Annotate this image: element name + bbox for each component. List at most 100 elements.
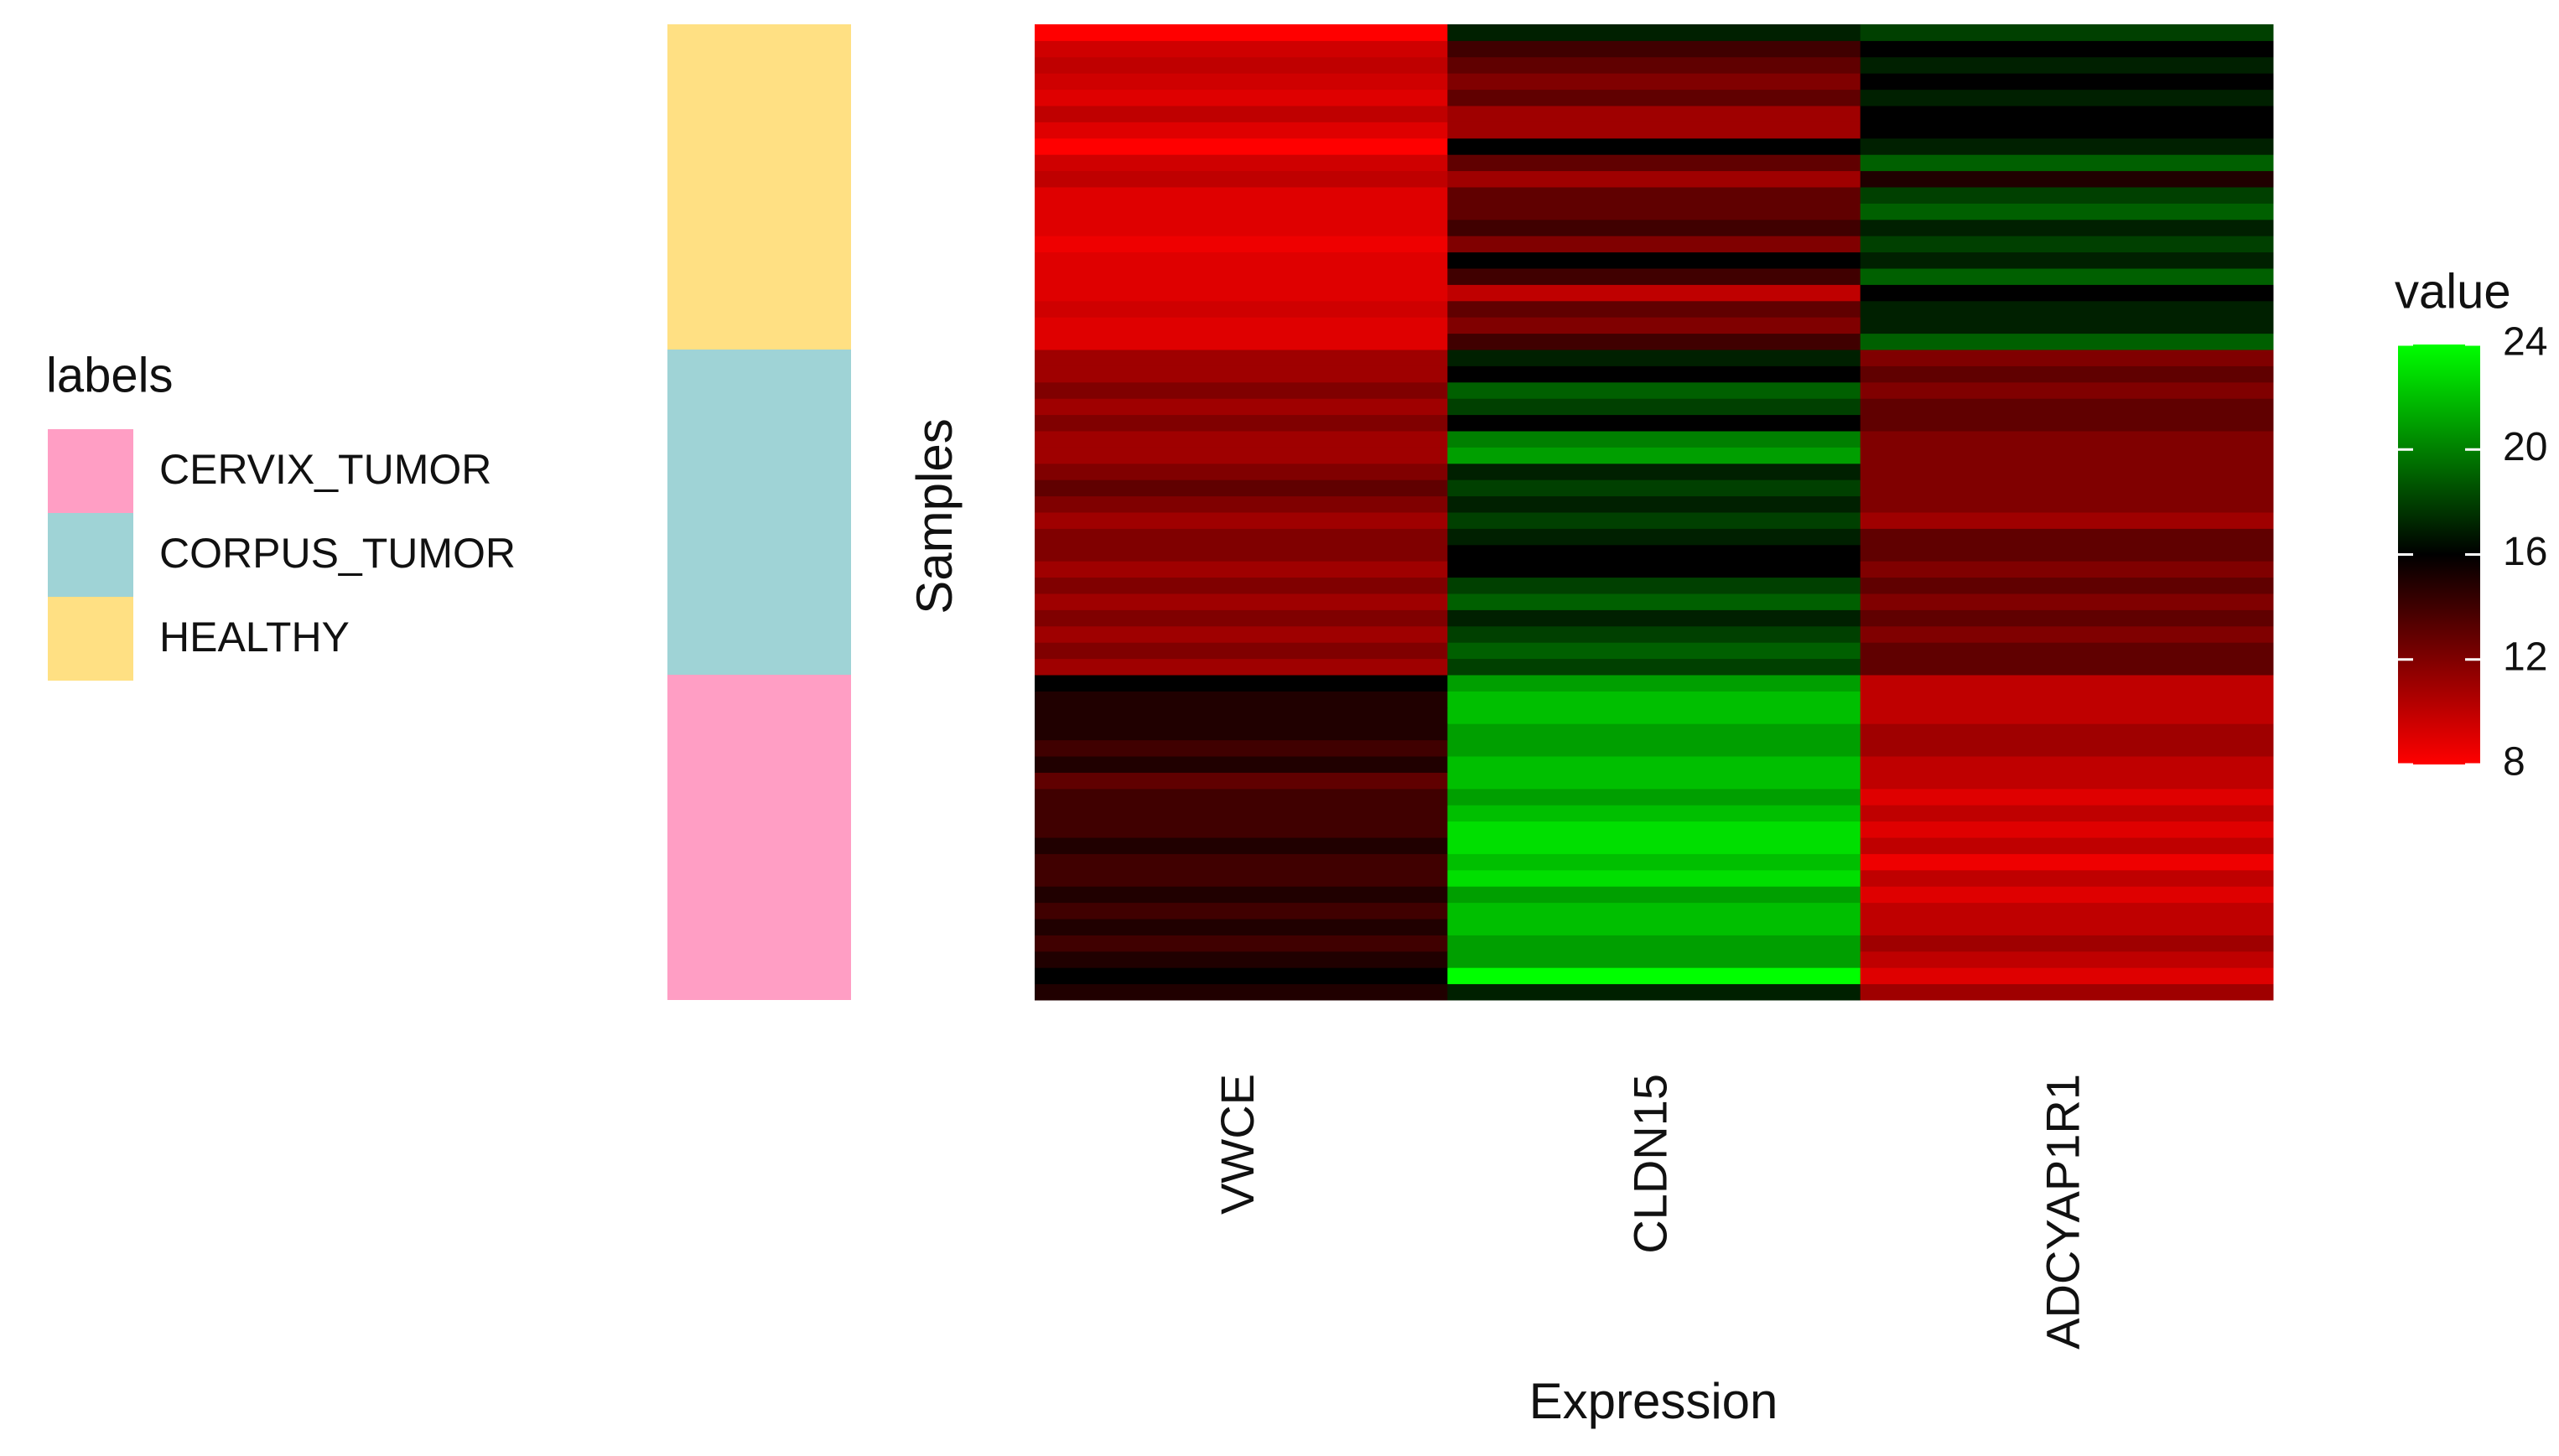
heatmap-cell: [1447, 106, 1861, 122]
colorbar-tick-label: 20: [2503, 425, 2547, 469]
heatmap-cell: [1860, 756, 2274, 773]
legend-label: CORPUS_TUMOR: [159, 530, 516, 577]
heatmap-cell: [1860, 805, 2274, 822]
heatmap-cell: [1860, 236, 2274, 253]
heatmap-cell: [1035, 122, 1448, 139]
heatmap-cell: [1035, 593, 1448, 610]
x-tick-label: VWCE: [1211, 1074, 1264, 1215]
heatmap-cell: [1447, 544, 1861, 562]
heatmap-cell: [1860, 853, 2274, 871]
heatmap-cell: [1035, 24, 1448, 41]
heatmap-cell: [1447, 739, 1861, 757]
heatmap-cell: [1035, 106, 1448, 122]
legend-title: labels: [46, 348, 174, 402]
heatmap-cell: [1447, 350, 1861, 366]
colorbar-tick-label: 24: [2503, 320, 2547, 365]
heatmap-cell: [1447, 821, 1861, 838]
x-axis-label: Expression: [1529, 1373, 1778, 1429]
heatmap-cell: [1860, 528, 2274, 546]
heatmap-cell: [1035, 707, 1448, 724]
colorbar-tick-label: 8: [2503, 740, 2525, 785]
heatmap-cell: [1447, 707, 1861, 724]
heatmap-cell: [1860, 56, 2274, 74]
heatmap-cell: [1447, 983, 1861, 1001]
heatmap-cell: [1035, 691, 1448, 708]
heatmap-cell: [1035, 300, 1448, 318]
heatmap-cell: [1860, 317, 2274, 334]
heatmap-cell: [1447, 381, 1861, 399]
heatmap-cell: [1447, 625, 1861, 643]
heatmap-cell: [1035, 203, 1448, 220]
legend-key: [48, 597, 133, 681]
heatmap-cell: [1035, 40, 1448, 58]
heatmap-cell: [1035, 675, 1448, 692]
heatmap-cell: [1447, 593, 1861, 610]
heatmap-cell: [1447, 463, 1861, 480]
heatmap-cell: [1035, 350, 1448, 366]
heatmap-cell: [1035, 642, 1448, 660]
heatmap-cell: [1035, 495, 1448, 513]
heatmap-cell: [1447, 479, 1861, 497]
heatmap-cell: [1035, 577, 1448, 594]
x-tick-label: ADCYAP1R1: [2037, 1074, 2089, 1350]
heatmap-cell: [1447, 284, 1861, 302]
heatmap-cell: [1035, 431, 1448, 448]
heatmap-cell: [1035, 739, 1448, 757]
heatmap-cell: [1860, 577, 2274, 594]
heatmap-cell: [1447, 154, 1861, 172]
heatmap-cell: [1035, 73, 1448, 91]
heatmap-cell: [1035, 821, 1448, 838]
heatmap-cell: [1035, 365, 1448, 383]
heatmap-cell: [1447, 268, 1861, 285]
heatmap-cell: [1860, 691, 2274, 708]
heatmap-cell: [1447, 528, 1861, 546]
heatmap-cell: [1860, 251, 2274, 269]
x-tick-label: CLDN15: [1623, 1074, 1676, 1254]
annotation-segment: [667, 675, 851, 1000]
heatmap-cell: [1860, 73, 2274, 91]
heatmap-cell: [1860, 398, 2274, 416]
heatmap-cell: [1447, 788, 1861, 806]
heatmap-cell: [1447, 756, 1861, 773]
heatmap-cell: [1035, 853, 1448, 871]
heatmap-cell: [1035, 788, 1448, 806]
heatmap-cell: [1035, 967, 1448, 985]
heatmap-cell: [1035, 398, 1448, 416]
heatmap-cell: [1447, 300, 1861, 318]
heatmap-cell: [1860, 479, 2274, 497]
heatmap-cell: [1447, 723, 1861, 741]
heatmap-cell: [1447, 56, 1861, 74]
heatmap-cell: [1035, 284, 1448, 302]
heatmap-cell: [1860, 122, 2274, 139]
heatmap-cell: [1035, 723, 1448, 741]
heatmap-cell: [1035, 658, 1448, 676]
heatmap-cell: [1860, 821, 2274, 838]
heatmap-cell: [1860, 495, 2274, 513]
heatmap-cell: [1447, 642, 1861, 660]
heatmap-cell: [1860, 333, 2274, 350]
heatmap-cell: [1035, 251, 1448, 269]
heatmap-cell: [1860, 544, 2274, 562]
heatmap-cell: [1447, 675, 1861, 692]
heatmap-cell: [1447, 398, 1861, 416]
heatmap-cell: [1447, 219, 1861, 236]
heatmap-cell: [1035, 463, 1448, 480]
heatmap-cell: [1447, 512, 1861, 529]
colorbar-tick-label: 16: [2503, 530, 2547, 574]
heatmap-cell: [1447, 495, 1861, 513]
heatmap-cell: [1035, 154, 1448, 172]
heatmap-cell: [1035, 236, 1448, 253]
colorbar-tick-label: 12: [2503, 635, 2547, 679]
heatmap-cell: [1035, 837, 1448, 854]
heatmap-cell: [1035, 983, 1448, 1001]
heatmap-cell: [1447, 609, 1861, 627]
heatmap-cell: [1860, 723, 2274, 741]
heatmap-cell: [1035, 919, 1448, 935]
heatmap-cell: [1035, 56, 1448, 74]
heatmap-cell: [1447, 967, 1861, 985]
heatmap-cell: [1447, 577, 1861, 594]
heatmap-cell: [1447, 73, 1861, 91]
heatmap-cell: [1035, 268, 1448, 285]
heatmap-cell: [1860, 414, 2274, 432]
